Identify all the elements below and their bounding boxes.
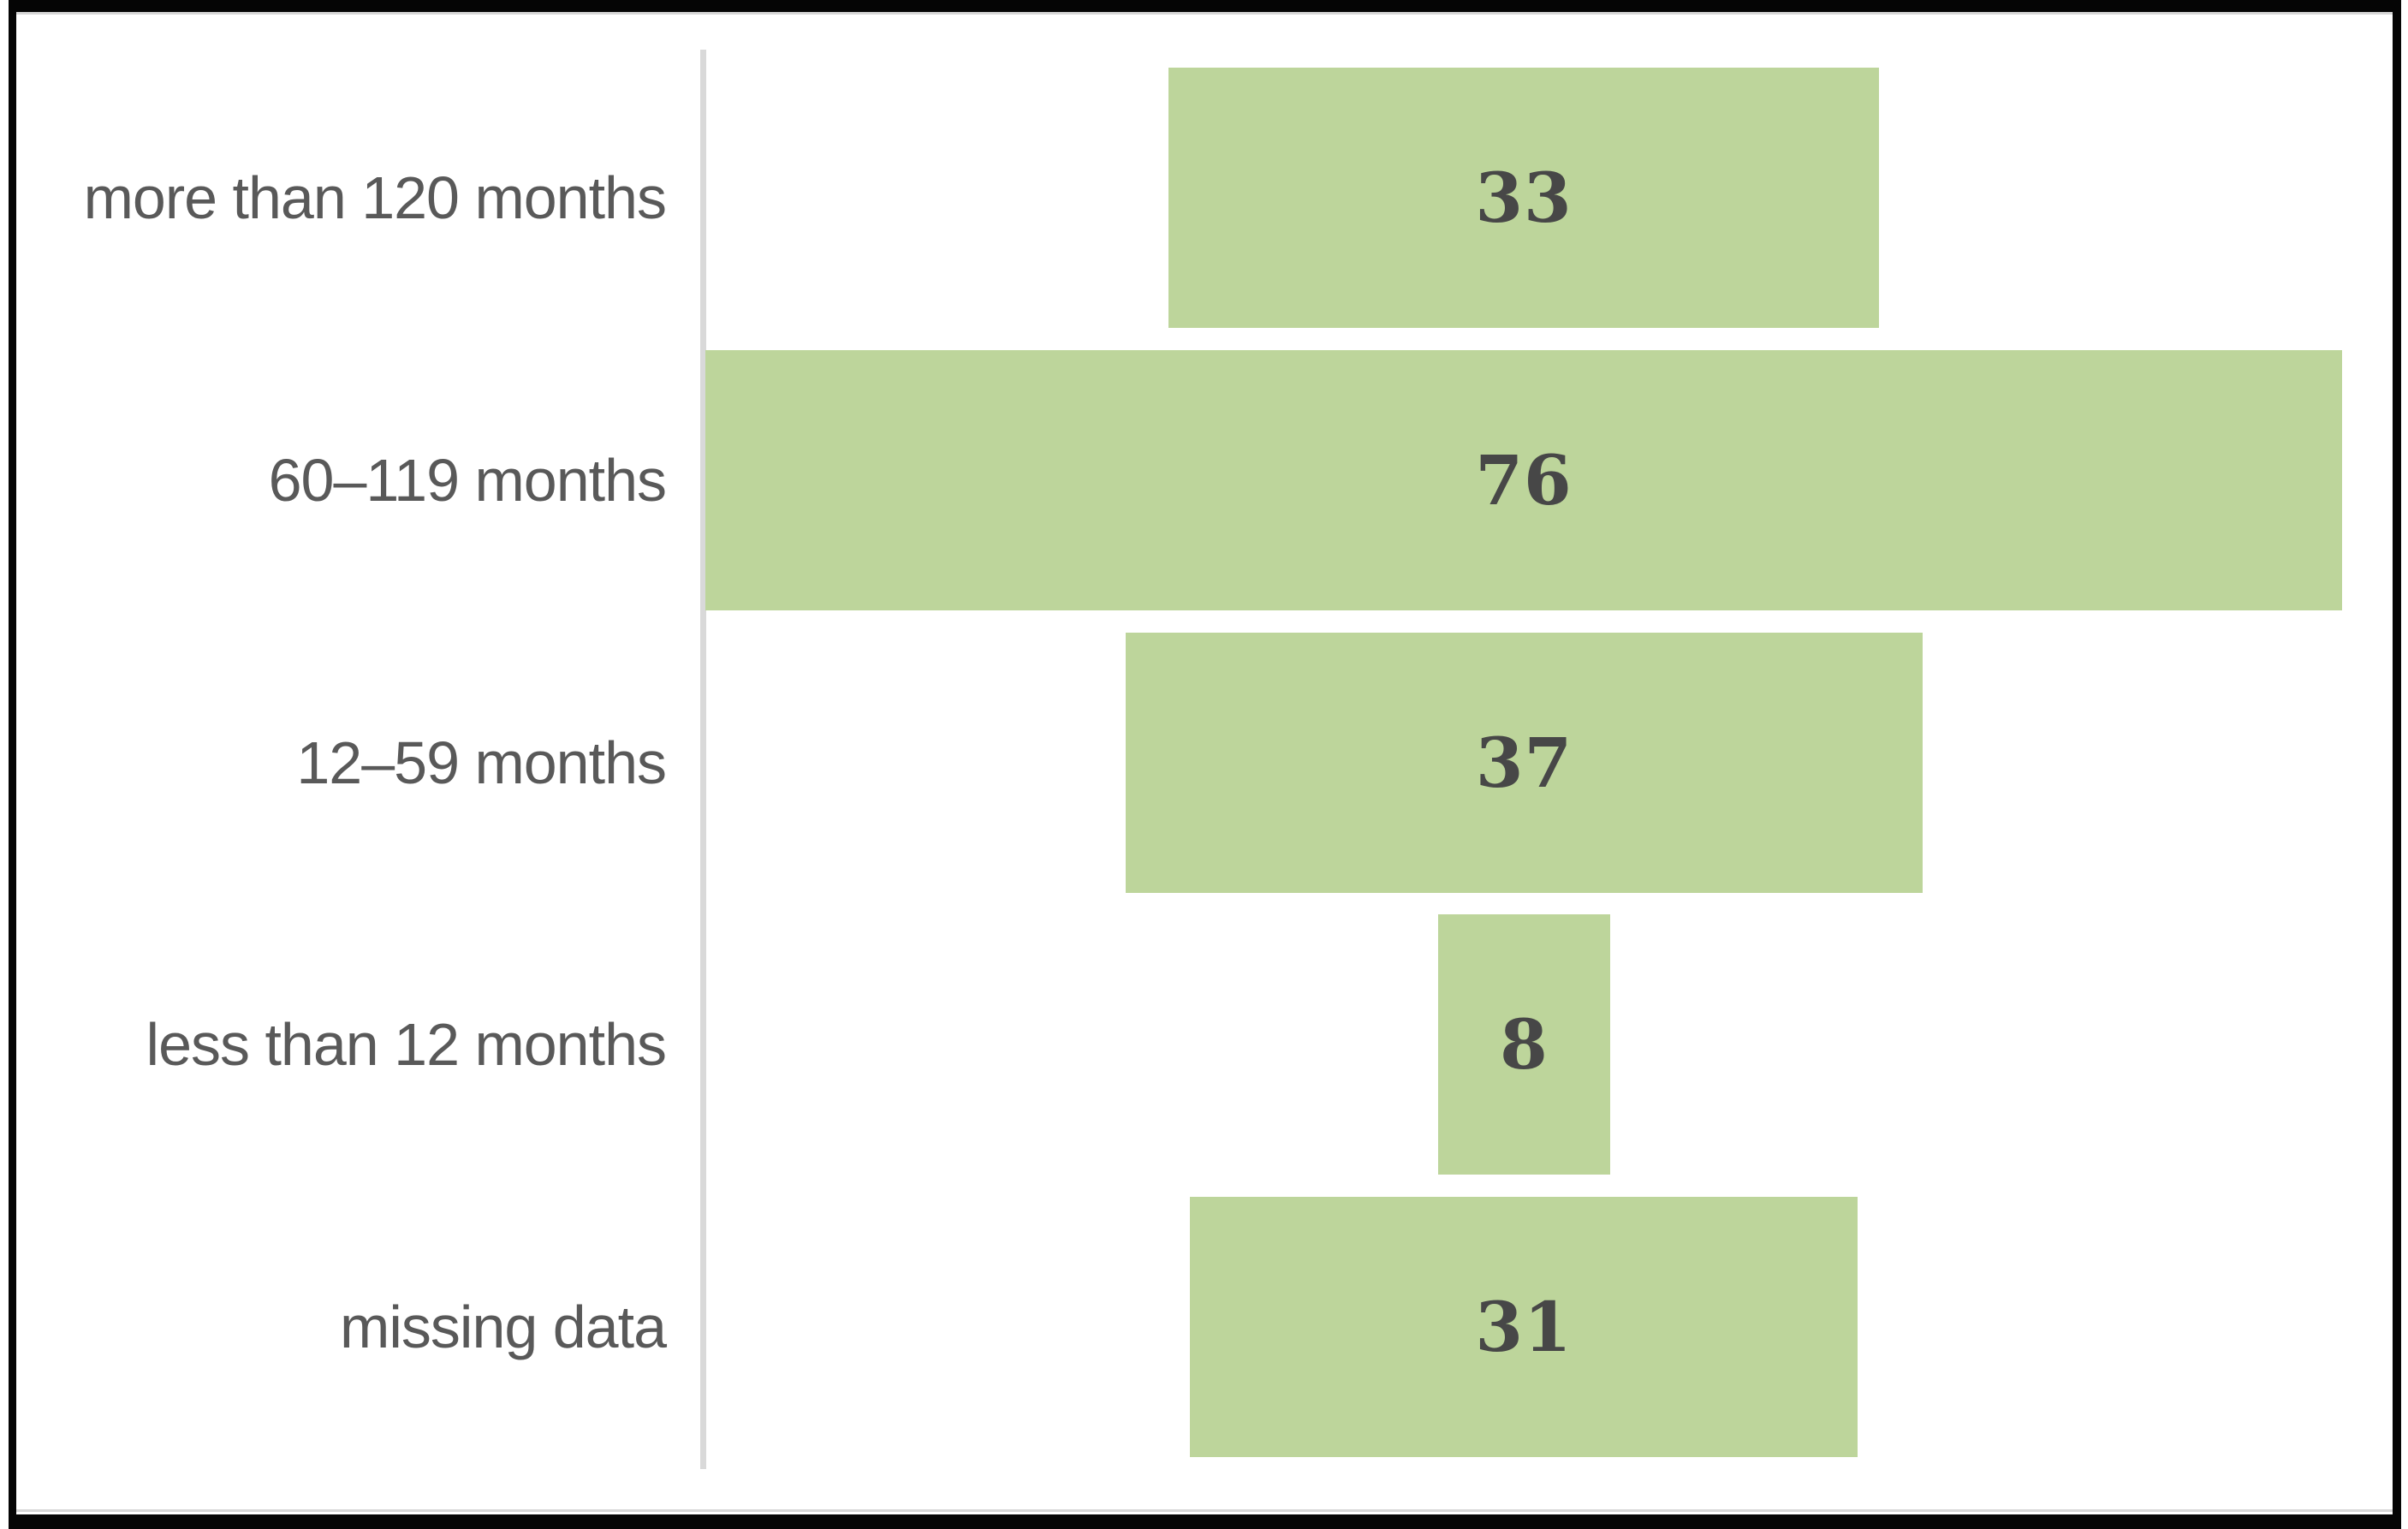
frame-inner-hairline-top	[16, 12, 2393, 15]
category-label: 12–59 months	[296, 729, 667, 796]
category-label: less than 12 months	[146, 1011, 667, 1078]
bar-value-label: 8	[1500, 1004, 1549, 1085]
bar: 31	[1190, 1197, 1858, 1457]
category-axis-line	[700, 50, 706, 1469]
bar-value-label: 76	[1475, 440, 1573, 521]
bar: 33	[1168, 68, 1879, 328]
category-label: 60–119 months	[268, 447, 667, 514]
bar-value-label: 33	[1475, 158, 1573, 238]
bar-value-label: 31	[1475, 1287, 1573, 1367]
frame-inner-hairline-bottom	[16, 1509, 2393, 1512]
bar-value-label: 37	[1475, 723, 1573, 803]
category-label: more than 120 months	[83, 164, 667, 231]
bar: 37	[1126, 633, 1923, 893]
bar: 76	[705, 350, 2342, 610]
category-label: missing data	[340, 1294, 667, 1360]
bar: 8	[1438, 914, 1610, 1175]
